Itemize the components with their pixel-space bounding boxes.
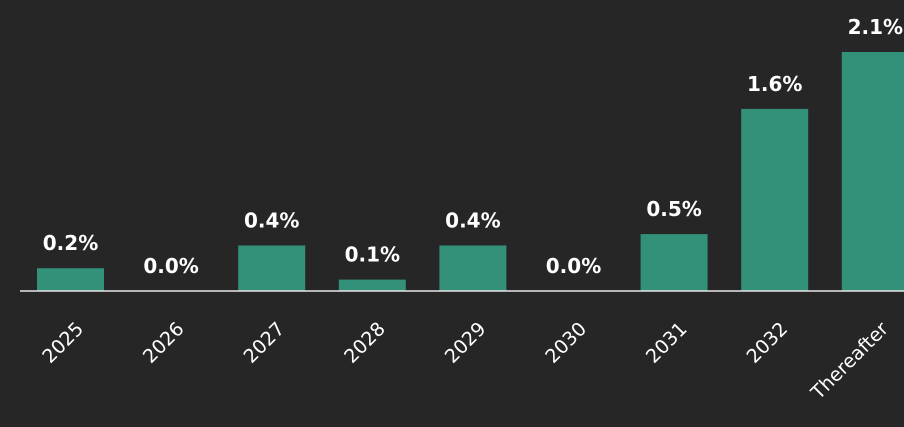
x-tick-label: 2027 [239,318,289,368]
value-label: 0.2% [43,231,98,255]
value-label: 0.5% [646,197,701,221]
value-label: 2.1% [848,15,903,39]
x-tick-label: 2025 [38,318,88,368]
value-label: 0.1% [345,243,400,267]
bar [841,52,904,291]
x-tick-label: 2031 [642,318,692,368]
value-label: 1.6% [747,72,802,96]
x-tick-label: 2030 [541,318,591,368]
value-label: 0.0% [143,254,198,278]
bar [741,108,809,292]
value-label: 0.0% [546,254,601,278]
x-tick-label: 2032 [742,318,792,368]
x-tick-label: 2029 [441,318,491,368]
bar [439,245,507,291]
bar [640,234,708,291]
x-tick-label: 2026 [139,318,189,368]
x-tick-label: 2028 [340,318,390,368]
value-label: 0.4% [445,208,500,232]
bar [338,279,406,291]
bar [37,268,104,291]
x-tick-label: Thereafter [806,318,893,405]
bar [238,245,306,291]
value-label: 0.4% [244,208,299,232]
